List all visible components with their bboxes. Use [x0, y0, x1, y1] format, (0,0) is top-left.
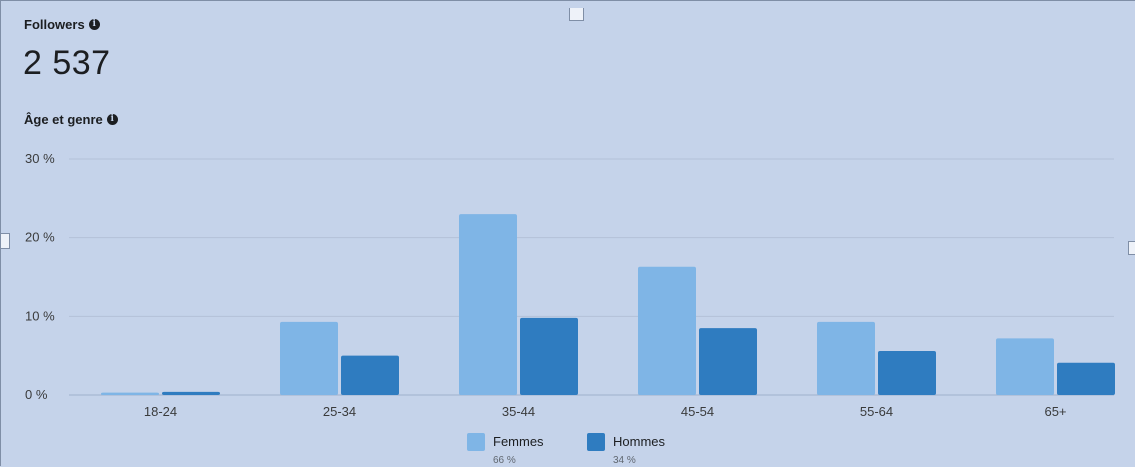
- y-tick-label: 20 %: [25, 230, 55, 245]
- x-tick-label: 35-44: [502, 404, 535, 419]
- followers-count: 2 537: [23, 44, 111, 82]
- resize-handle-right[interactable]: [1128, 241, 1135, 255]
- age-gender-heading: Âge et genre i: [24, 112, 118, 127]
- legend-item-femmes[interactable]: Femmes 66 %: [467, 433, 544, 466]
- gridlines: [69, 158, 1114, 396]
- bar-hommes-45-54[interactable]: [699, 328, 757, 395]
- bar-hommes-35-44[interactable]: [520, 317, 578, 395]
- info-icon[interactable]: i: [88, 19, 100, 30]
- bar-femmes-65+[interactable]: [996, 338, 1054, 395]
- x-tick-label: 65+: [1044, 404, 1066, 419]
- x-tick-label: 25-34: [323, 404, 356, 419]
- bar-femmes-25-34[interactable]: [280, 321, 338, 395]
- y-tick-label: 0 %: [25, 387, 48, 402]
- x-tick-label: 18-24: [144, 404, 177, 419]
- legend-label-hommes: Hommes: [613, 434, 666, 449]
- bars: [101, 214, 1115, 395]
- resize-handle-top[interactable]: [569, 8, 584, 21]
- bar-hommes-65+[interactable]: [1057, 362, 1115, 395]
- resize-handle-left[interactable]: [1, 233, 10, 249]
- legend-share-hommes: 34 %: [613, 455, 636, 466]
- x-tick-label: 45-54: [681, 404, 714, 419]
- info-icon[interactable]: i: [106, 114, 118, 125]
- followers-heading: Followers i: [24, 17, 100, 32]
- legend-swatch-hommes: [587, 433, 605, 451]
- bar-femmes-55-64[interactable]: [817, 321, 875, 395]
- bar-hommes-55-64[interactable]: [878, 350, 936, 395]
- legend-swatch-femmes: [467, 433, 485, 451]
- x-tick-label: 55-64: [860, 404, 893, 419]
- axis-labels: 0 % 10 % 20 % 30 % 18-24 25-34 35-44 45-54 55-64…: [25, 151, 1067, 419]
- legend-share-femmes: 66 %: [493, 455, 516, 466]
- followers-title: Followers: [24, 17, 85, 32]
- bar-femmes-45-54[interactable]: [638, 266, 696, 395]
- bar-femmes-35-44[interactable]: [459, 214, 517, 395]
- legend-item-hommes[interactable]: Hommes 34 %: [587, 433, 666, 466]
- bar-femmes-18-24[interactable]: [101, 392, 159, 395]
- bar-hommes-25-34[interactable]: [341, 355, 399, 395]
- legend-label-femmes: Femmes: [493, 434, 544, 449]
- age-gender-title: Âge et genre: [24, 112, 103, 127]
- y-tick-label: 10 %: [25, 308, 55, 323]
- bar-hommes-18-24[interactable]: [162, 391, 220, 395]
- y-tick-label: 30 %: [25, 151, 55, 166]
